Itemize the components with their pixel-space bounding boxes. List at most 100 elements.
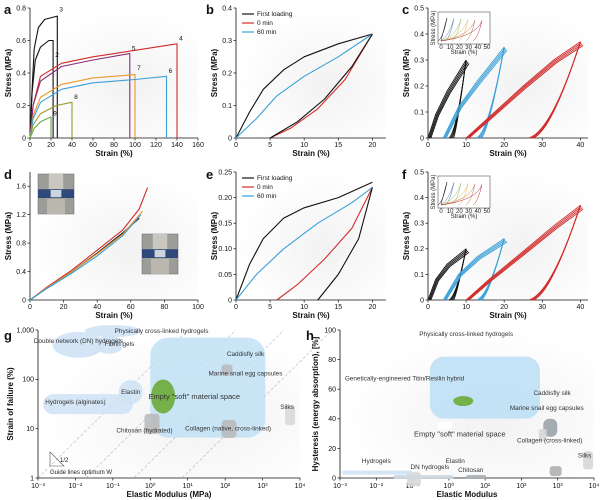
x-axis-label: Strain (%) [489, 149, 527, 158]
region-chitosan [144, 413, 160, 434]
region-label: Chitosan (hydrated) [116, 428, 172, 435]
region-label: Empty "soft" material space [414, 430, 506, 439]
series-line-7 [29, 74, 136, 139]
photo-clamp [152, 234, 168, 250]
inset-x-tick: 20 [456, 45, 463, 51]
x-tick-label: 10 [462, 142, 470, 149]
y-tick-label: 0.4 [414, 31, 424, 38]
y-tick-label: 0.3 [414, 57, 424, 64]
region-marine-capsules [543, 418, 558, 437]
curve-annotation-2: 2 [55, 52, 59, 59]
loading-curve [443, 47, 506, 139]
inset-loop [440, 184, 483, 206]
region-label: Hydrogels [362, 458, 391, 465]
curve-annotation-3: 3 [59, 6, 63, 13]
x-tick-label: 40 [93, 304, 101, 311]
region-green-ellipse [151, 379, 176, 414]
loading-curve [430, 63, 470, 139]
inset-loop [440, 18, 462, 42]
y-tick-label: 0.1 [414, 109, 424, 116]
chart-e: 0 5 10 15 20 0 0.05 0.10 0.15 0.20 0.25 Strain (%) S… [210, 169, 386, 320]
sample-photo-before [37, 173, 75, 215]
panel-label-g: g [4, 328, 12, 343]
chart-g: 10⁻³ 10⁻² 10⁻¹ 10⁰ 10¹ 10² 10³ 10⁴ 1 10 100 1,000 El… [6, 325, 333, 499]
region-fibrin-gels [95, 335, 124, 354]
panel-label-e: e [206, 167, 213, 182]
series-line-9 [29, 116, 52, 139]
unloading-curve [481, 238, 505, 301]
y-tick-label: 10 [26, 426, 34, 433]
y-tick-label: 0.10 [218, 246, 232, 253]
loading-curve [465, 41, 581, 139]
x-tick-label: 0 [234, 304, 238, 311]
region-label: Double network (DN) hydrogels [34, 338, 123, 345]
sample-photo-after [141, 233, 179, 275]
x-tick-label: 20 [47, 142, 55, 149]
x-tick-label: 10⁰ [444, 482, 455, 490]
region-silks [583, 451, 594, 470]
slope-triangle [49, 451, 65, 467]
loading-curve [467, 43, 583, 139]
y-axis-label: Stress (MPa) [210, 48, 219, 97]
legend-label: 60 min [257, 29, 277, 36]
y-tick-label: 0.1 [222, 103, 232, 110]
series-line-unload [269, 33, 373, 139]
x-tick-label: 100 [129, 142, 141, 149]
x-tick-label: 60 [127, 304, 135, 311]
region-hydrogels-alginates [43, 394, 133, 415]
curve-annotation-9: 9 [53, 110, 57, 117]
y-axis-label: Stress (MPa) [402, 211, 411, 260]
y-tick-label: 0.2 [16, 103, 26, 110]
x-axis-label: Strain (%) [292, 311, 330, 320]
x-tick-label: 5 [268, 142, 272, 149]
loading-curve [443, 239, 506, 301]
y-tick-label: 0.4 [16, 70, 26, 77]
loading-curve [445, 50, 508, 139]
y-tick-label: 0.1 [414, 272, 424, 279]
y-tick-label: 0.20 [218, 195, 232, 202]
x-tick-label: 0 [28, 142, 32, 149]
plot-background [30, 8, 198, 138]
region-label: Caddisfly silk [227, 351, 265, 358]
x-tick-label: 10⁻² [369, 483, 383, 490]
x-axis-label: Strain (%) [95, 149, 133, 158]
series-line-first-loading [235, 33, 373, 139]
curve-annotation-5: 5 [132, 45, 136, 52]
chart-d: 0 20 40 60 80 100 0 0.4 0.8 1.2 1.6 Strain (%) Stres… [4, 172, 204, 320]
loading-curve [442, 238, 505, 301]
inset-loop [440, 19, 469, 42]
region-white [437, 421, 452, 430]
panel-label-f: f [402, 167, 407, 182]
region-label: Empty "soft" material space [149, 392, 241, 401]
region-collagen [221, 419, 237, 438]
x-tick-label: 10² [516, 483, 527, 490]
y-tick-label: 0.2 [414, 246, 424, 253]
x-tick-label: 15 [334, 142, 342, 149]
y-tick-label: 80 [328, 357, 336, 364]
region-silks [285, 405, 296, 426]
x-tick-label: 10⁴ [295, 483, 306, 490]
legend-label: 60 min [257, 193, 277, 200]
x-axis-label: Strain (%) [95, 311, 133, 320]
x-tick-label: 10¹ [183, 483, 194, 490]
y-tick-label: 0 [420, 135, 424, 142]
region-label: Physically cross-linked hydrogels [419, 331, 513, 338]
photo-clamp [48, 174, 64, 190]
loading-curve [466, 42, 582, 139]
photo-gel [50, 190, 62, 198]
y-tick-label: 0.4 [414, 195, 424, 202]
y-tick-label: 0.05 [218, 272, 232, 279]
x-tick-label: 20 [500, 304, 508, 311]
x-tick-label: 160 [192, 142, 204, 149]
x-tick-label: 0 [28, 304, 32, 311]
region-soft-space [150, 337, 266, 438]
series-line-blue [29, 214, 142, 301]
photo-base [151, 258, 169, 274]
series-line-8 [29, 101, 73, 139]
loading-curve [427, 248, 467, 301]
region-physically-crosslinked [84, 325, 141, 338]
x-tick-label: 30 [538, 304, 546, 311]
region-label: Elastin [446, 458, 466, 465]
